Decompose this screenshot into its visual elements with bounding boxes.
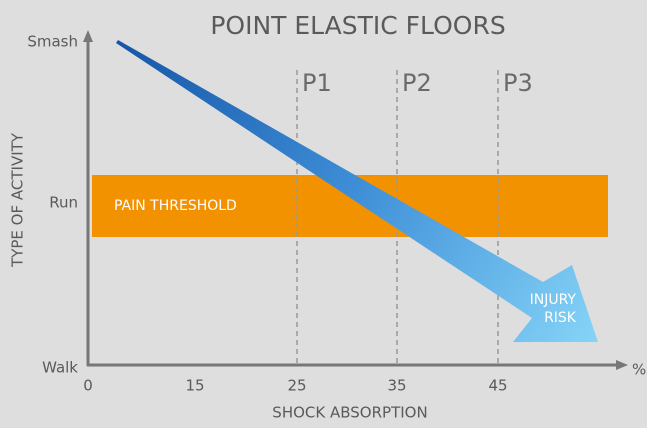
zone-label: P2	[402, 69, 432, 97]
injury-arrow	[116, 40, 598, 342]
arrow-label: INJURY	[530, 292, 577, 308]
x-unit: %	[632, 361, 646, 379]
y-tick-label: Smash	[27, 33, 78, 51]
y-axis-arrow	[83, 30, 93, 42]
x-tick-label: 25	[287, 377, 306, 395]
x-axis-arrow	[616, 360, 628, 370]
y-tick-label: Walk	[42, 359, 78, 377]
x-tick-label: 45	[488, 377, 507, 395]
x-tick-label: 35	[387, 377, 406, 395]
y-axis-label: TYPE OF ACTIVITY	[9, 132, 27, 268]
arrow-label: RISK	[544, 310, 577, 326]
zone-label: P1	[302, 69, 332, 97]
x-tick-label: 0	[83, 377, 93, 395]
x-tick-label: 15	[185, 377, 204, 395]
x-axis-label: SHOCK ABSORPTION	[272, 404, 427, 422]
y-tick-label: Run	[49, 194, 78, 212]
zone-label: P3	[503, 69, 533, 97]
title: POINT ELASTIC FLOORS	[210, 11, 505, 40]
band-label: PAIN THRESHOLD	[114, 198, 237, 214]
